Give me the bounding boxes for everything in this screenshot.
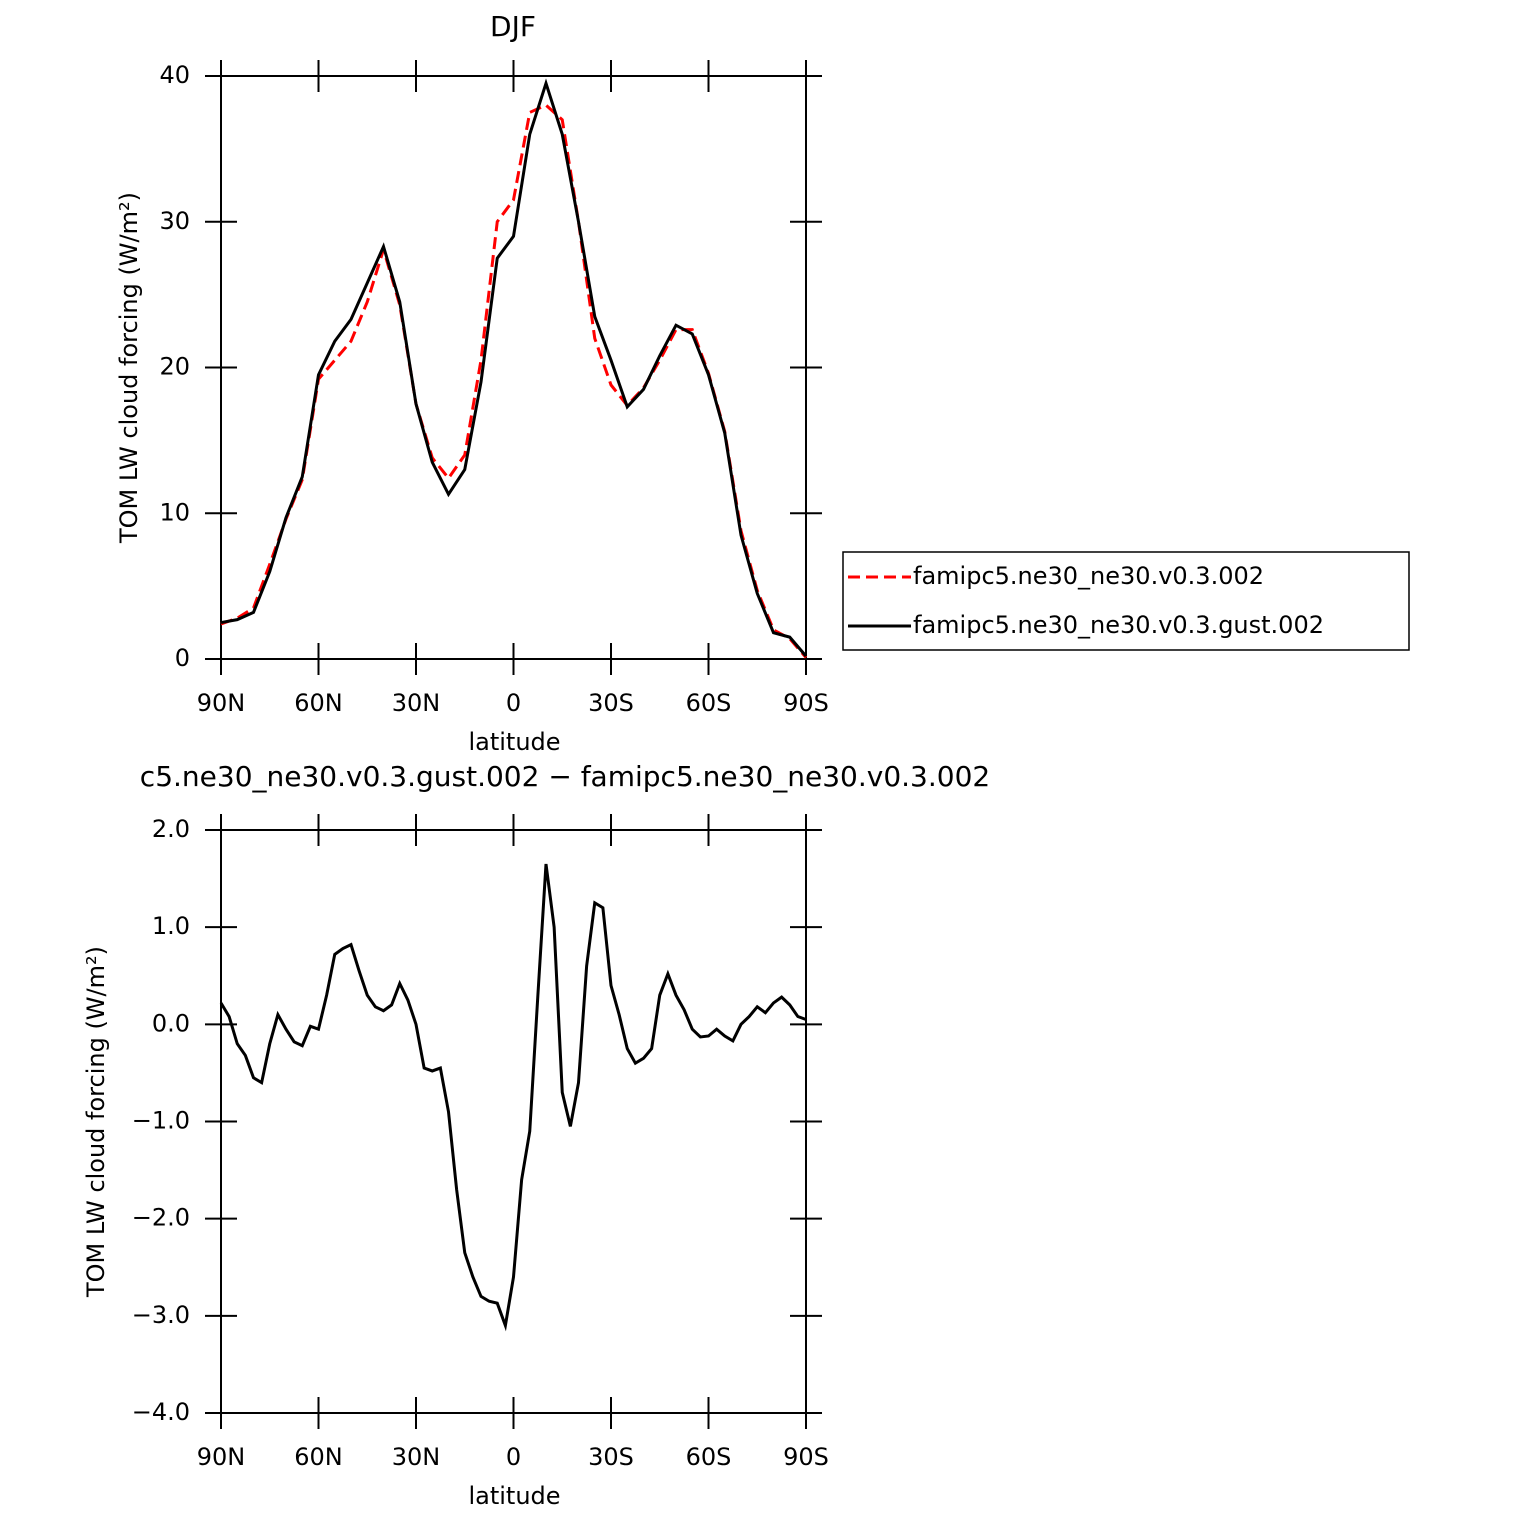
x-tick-label: 90S (783, 689, 829, 717)
x-tick-label: 30N (392, 689, 441, 717)
y-tick-label: 40 (159, 61, 190, 89)
y-tick-label: −1.0 (132, 1107, 190, 1135)
legend-box (842, 551, 1410, 651)
x-tick-label: 30S (588, 689, 634, 717)
x-tick-label: 90S (783, 1443, 829, 1471)
legend-label: famipc5.ne30_ne30.v0.3.gust.002 (913, 611, 1324, 639)
y-tick-label: 0.0 (152, 1009, 190, 1037)
y-tick-label: 0 (175, 644, 190, 672)
y-tick-label: −3.0 (132, 1301, 190, 1329)
x-tick-label: 60S (686, 1443, 732, 1471)
plot-frame (220, 75, 807, 660)
x-tick-label: 60N (294, 1443, 343, 1471)
x-axis-label: latitude (468, 728, 560, 756)
x-axis-label: latitude (468, 1482, 560, 1510)
series-line (220, 78, 808, 658)
x-tick-label: 30N (392, 1443, 441, 1471)
x-tick-label: 0 (506, 1443, 521, 1471)
data-line (219, 863, 807, 1332)
y-tick-label: 2.0 (152, 815, 190, 843)
x-tick-label: 30S (588, 1443, 634, 1471)
y-tick-label: −2.0 (132, 1204, 190, 1232)
x-tick-label: 90N (197, 1443, 246, 1471)
x-tick-label: 60S (686, 689, 732, 717)
y-tick-label: 10 (159, 498, 190, 526)
chart-title: DJF (490, 10, 536, 43)
chart-title: c5.ne30_ne30.v0.3.gust.002 − famipc5.ne3… (140, 760, 990, 793)
y-axis-label: TOM LW cloud forcing (W/m²) (82, 946, 110, 1298)
plot-frame (220, 829, 807, 1414)
y-tick-label: 30 (159, 207, 190, 235)
x-tick-label: 90N (197, 689, 246, 717)
x-tick-label: 0 (506, 689, 521, 717)
y-tick-label: −4.0 (132, 1398, 190, 1426)
x-tick-label: 60N (294, 689, 343, 717)
y-tick-label: 1.0 (152, 912, 190, 940)
series-line (220, 103, 808, 659)
y-axis-label: TOM LW cloud forcing (W/m²) (115, 192, 143, 544)
legend-label: famipc5.ne30_ne30.v0.3.002 (913, 562, 1264, 590)
y-tick-label: 20 (159, 353, 190, 381)
